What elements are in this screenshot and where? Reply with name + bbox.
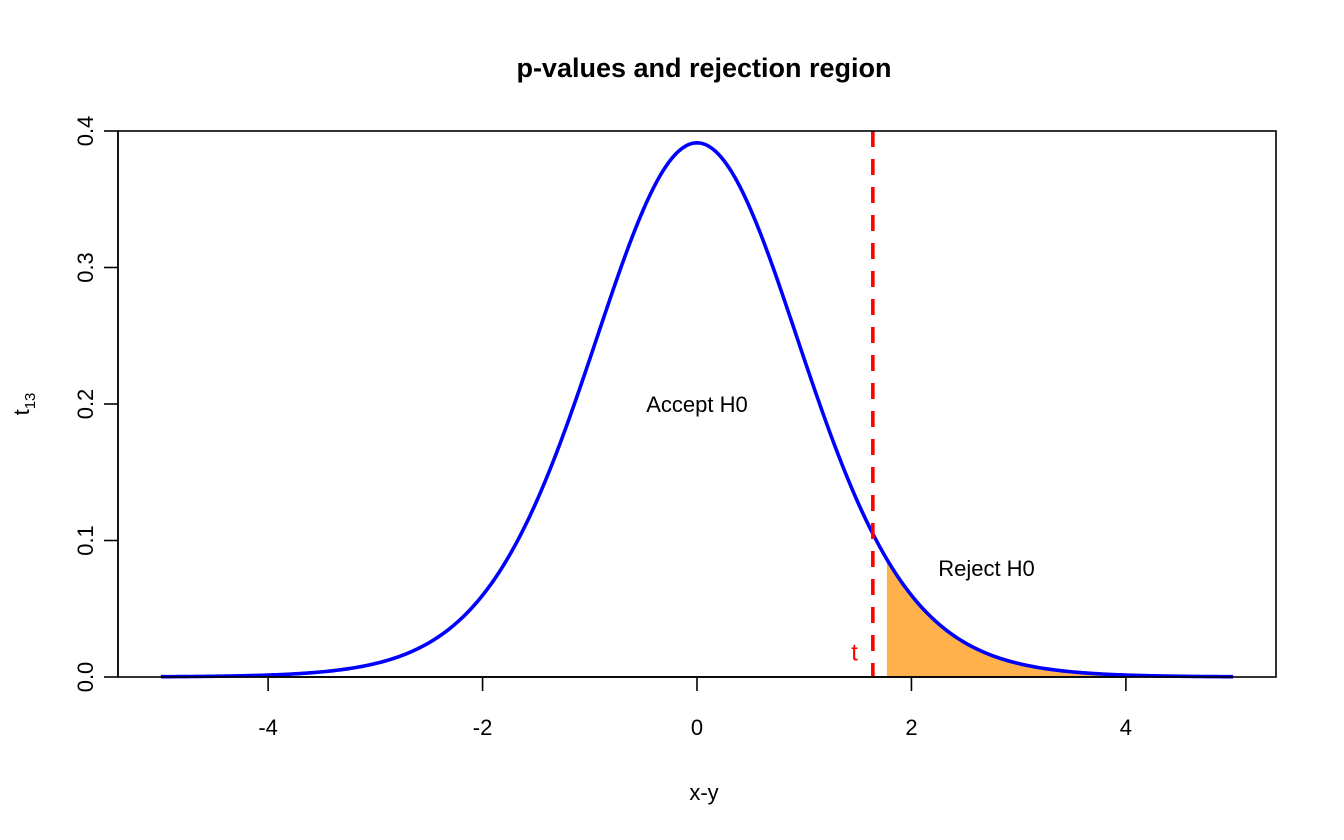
y-axis-label-subscript: 13 [22,393,39,410]
x-tick-label: -4 [258,715,278,740]
density-curve [160,141,1234,679]
y-axis-label: t13 [9,393,39,416]
x-tick-label: 0 [691,715,703,740]
y-tick-label: 0.3 [73,252,98,283]
annotation-layer: Accept H0 Reject H0 t [646,392,1035,666]
y-axis-label-base: t [9,409,34,415]
x-axis: -4 -2 0 2 4 [258,676,1132,740]
svg-text:t13: t13 [9,393,39,416]
chart-title: p-values and rejection region [516,53,891,83]
annotation-t: t [851,639,858,666]
y-axis: 0.0 0.1 0.2 0.3 0.4 [73,116,119,693]
x-tick-label: 4 [1120,715,1132,740]
x-tick-label: -2 [473,715,493,740]
x-axis-label: x-y [689,780,718,805]
x-tick-label: 2 [905,715,917,740]
y-tick-label: 0.4 [73,116,98,147]
y-tick-label: 0.2 [73,389,98,420]
y-tick-label: 0.0 [73,662,98,693]
y-tick-label: 0.1 [73,525,98,556]
annotation-reject-h0: Reject H0 [938,556,1035,581]
annotation-accept-h0: Accept H0 [646,392,748,417]
